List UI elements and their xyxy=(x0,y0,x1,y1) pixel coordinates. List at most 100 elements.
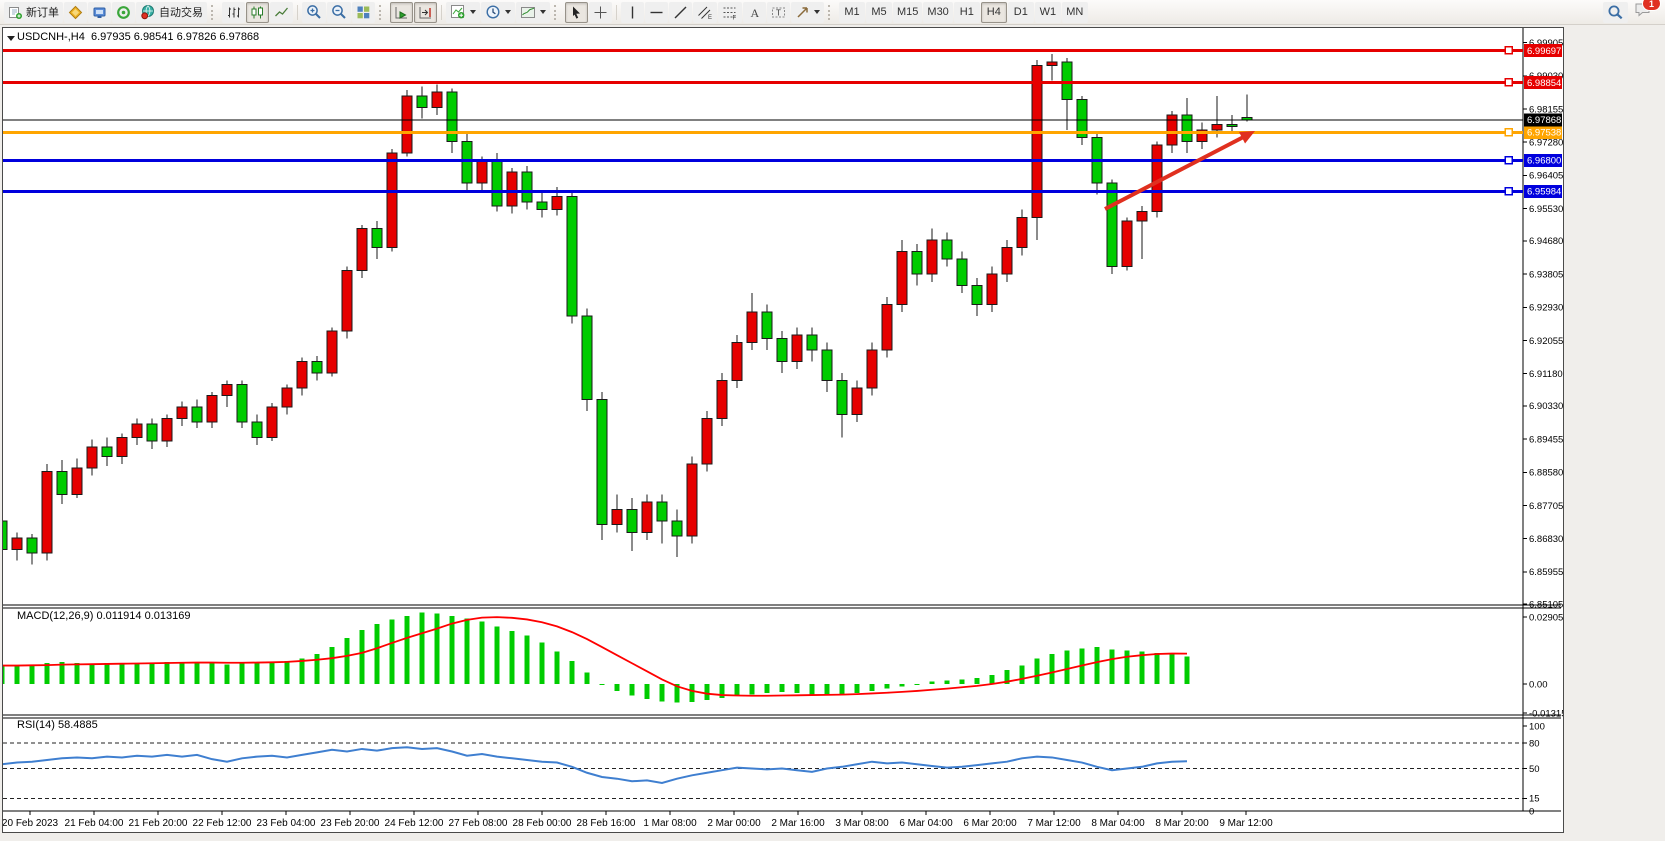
text-button[interactable]: A xyxy=(743,1,766,23)
chat-button[interactable]: 1 xyxy=(1634,0,1661,23)
svg-text:F: F xyxy=(733,15,737,20)
svg-text:27 Feb 08:00: 27 Feb 08:00 xyxy=(449,818,508,829)
svg-text:21 Feb 20:00: 21 Feb 20:00 xyxy=(129,818,188,829)
svg-text:6.97280: 6.97280 xyxy=(1529,138,1563,149)
vertical-line-icon xyxy=(625,5,640,20)
chart-dropdown-icon[interactable] xyxy=(7,36,15,41)
client-area: 6.999056.990306.981556.972806.964056.955… xyxy=(0,25,1665,841)
svg-text:80: 80 xyxy=(1529,738,1540,749)
search-button[interactable] xyxy=(1603,1,1628,23)
timeframe-group: M1 M5 M15 M30 H1 H4 D1 W1 MN xyxy=(839,1,1088,23)
market-button[interactable] xyxy=(64,1,87,23)
gold-diamond-icon xyxy=(68,5,83,20)
svg-text:50: 50 xyxy=(1529,764,1540,775)
arrows-button[interactable] xyxy=(791,1,824,23)
tab-timeframe-mn[interactable]: MN xyxy=(1061,1,1088,23)
trendline-button[interactable] xyxy=(669,1,692,23)
svg-text:0.00: 0.00 xyxy=(1529,679,1548,690)
vertical-line-button[interactable] xyxy=(621,1,644,23)
tab-timeframe-d1[interactable]: D1 xyxy=(1007,1,1034,23)
svg-text:6.96800: 6.96800 xyxy=(1527,156,1561,167)
svg-text:2 Mar 00:00: 2 Mar 00:00 xyxy=(707,818,761,829)
toolbar-grip xyxy=(379,4,385,20)
tab-timeframe-w1[interactable]: W1 xyxy=(1034,1,1061,23)
svg-text:28 Feb 16:00: 28 Feb 16:00 xyxy=(577,818,636,829)
svg-text:24 Feb 12:00: 24 Feb 12:00 xyxy=(385,818,444,829)
cursor-arrow-icon xyxy=(569,5,584,20)
zoom-in-button[interactable] xyxy=(302,1,326,23)
line-chart-mode-button[interactable] xyxy=(270,1,293,23)
svg-text:20 Feb 2023: 20 Feb 2023 xyxy=(3,818,59,829)
tab-timeframe-h1[interactable]: H1 xyxy=(953,1,980,23)
svg-text:6.85955: 6.85955 xyxy=(1529,567,1563,578)
line-chart-icon xyxy=(274,5,289,20)
chevron-down-icon xyxy=(505,10,511,14)
svg-text:2 Mar 16:00: 2 Mar 16:00 xyxy=(771,818,825,829)
svg-text:6.96405: 6.96405 xyxy=(1529,171,1563,182)
tab-timeframe-m5[interactable]: M5 xyxy=(866,1,892,23)
svg-text:6.94680: 6.94680 xyxy=(1529,236,1563,247)
svg-text:6.99905: 6.99905 xyxy=(1529,38,1563,49)
svg-text:8 Mar 20:00: 8 Mar 20:00 xyxy=(1155,818,1209,829)
tab-timeframe-m30[interactable]: M30 xyxy=(923,1,953,23)
zoom-in-icon xyxy=(306,4,322,20)
periods-button[interactable] xyxy=(481,1,515,23)
toolbar: 新订单 自动交易 E F A T M1 M5 M15 M30 H1 H4 D1 W1 MN 1 xyxy=(0,0,1665,25)
svg-text:E: E xyxy=(708,15,712,20)
auto-trading-button[interactable]: 自动交易 xyxy=(136,1,207,23)
fibonacci-icon: F xyxy=(722,5,738,20)
svg-text:6.99697: 6.99697 xyxy=(1527,46,1561,57)
svg-text:6.95984: 6.95984 xyxy=(1527,187,1561,198)
globe-autotrade-icon xyxy=(140,4,156,20)
notification-badge: 1 xyxy=(1642,0,1661,11)
crosshair-button[interactable] xyxy=(589,1,612,23)
tab-timeframe-h4[interactable]: H4 xyxy=(980,1,1007,23)
svg-text:7 Mar 12:00: 7 Mar 12:00 xyxy=(1027,818,1081,829)
new-order-button[interactable]: 新订单 xyxy=(4,1,63,23)
svg-text:23 Feb 20:00: 23 Feb 20:00 xyxy=(321,818,380,829)
chevron-down-icon xyxy=(470,10,476,14)
candlestick-mode-button[interactable] xyxy=(246,1,269,23)
svg-text:6.93805: 6.93805 xyxy=(1529,269,1563,280)
toolbar-separator xyxy=(441,4,442,20)
svg-text:-0.013154: -0.013154 xyxy=(1529,708,1563,719)
tile-windows-button[interactable] xyxy=(352,1,375,23)
chevron-down-icon xyxy=(814,10,820,14)
zoom-out-button[interactable] xyxy=(327,1,351,23)
svg-text:6.90330: 6.90330 xyxy=(1529,401,1563,412)
toolbar-grip xyxy=(554,4,560,20)
svg-text:100: 100 xyxy=(1529,721,1545,732)
bar-chart-mode-button[interactable] xyxy=(222,1,245,23)
chart-canvas[interactable]: 6.999056.990306.981556.972806.964056.955… xyxy=(3,28,1563,832)
svg-text:6.97538: 6.97538 xyxy=(1527,128,1561,139)
auto-scroll-button[interactable] xyxy=(390,1,413,23)
trendline-icon xyxy=(673,5,688,20)
text-label-button[interactable]: T xyxy=(767,1,790,23)
chart-window: 6.999056.990306.981556.972806.964056.955… xyxy=(2,27,1564,833)
equidistant-channel-button[interactable]: E xyxy=(693,1,717,23)
svg-text:21 Feb 04:00: 21 Feb 04:00 xyxy=(65,818,124,829)
chart-shift-button[interactable] xyxy=(414,1,437,23)
chevron-down-icon xyxy=(540,10,546,14)
toolbar-grip xyxy=(828,4,834,20)
text-a-icon: A xyxy=(747,5,762,20)
svg-text:6 Mar 04:00: 6 Mar 04:00 xyxy=(899,818,953,829)
community-button[interactable] xyxy=(88,1,111,23)
fibonacci-button[interactable]: F xyxy=(718,1,742,23)
templates-button[interactable] xyxy=(516,1,550,23)
macd-indicator-title: MACD(12,26,9) 0.011914 0.013169 xyxy=(17,610,191,622)
tab-timeframe-m15[interactable]: M15 xyxy=(893,1,923,23)
new-order-label: 新订单 xyxy=(26,7,59,19)
svg-text:6.98155: 6.98155 xyxy=(1529,104,1563,115)
toolbar-grip xyxy=(211,4,217,20)
clock-icon xyxy=(485,4,501,20)
indicators-button[interactable] xyxy=(446,1,480,23)
tab-timeframe-m1[interactable]: M1 xyxy=(839,1,865,23)
text-label-icon: T xyxy=(771,5,786,20)
horizontal-line-button[interactable] xyxy=(645,1,668,23)
cursor-button[interactable] xyxy=(565,1,588,23)
svg-text:8 Mar 04:00: 8 Mar 04:00 xyxy=(1091,818,1145,829)
signals-button[interactable] xyxy=(112,1,135,23)
svg-text:0: 0 xyxy=(1529,806,1534,817)
add-indicator-icon xyxy=(450,4,466,20)
